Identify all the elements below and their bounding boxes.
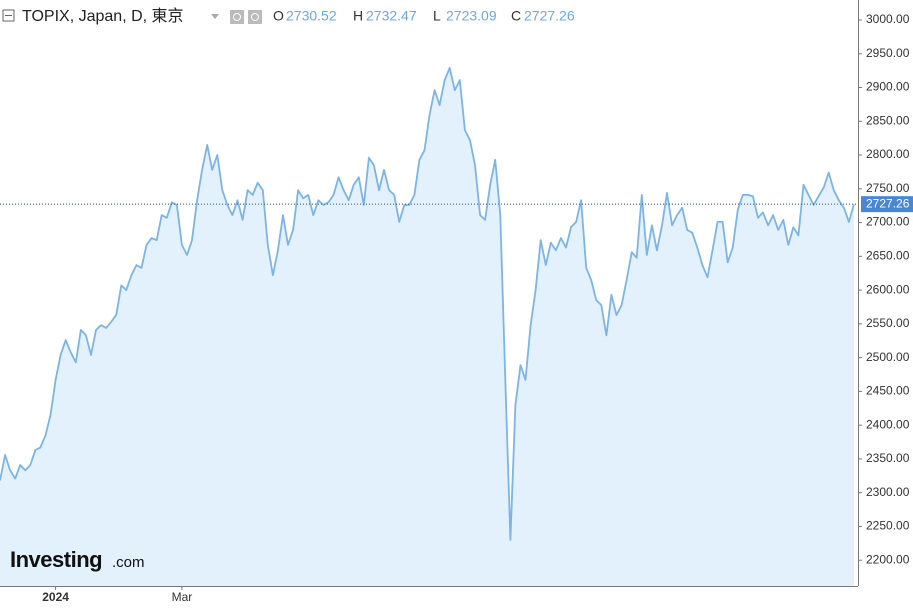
y-tick-label: 2750.00 xyxy=(866,181,910,195)
gear-icon-glyph xyxy=(251,13,259,21)
ohlc-key: H xyxy=(353,8,363,24)
watermark-suffix: .com xyxy=(112,554,145,571)
y-tick-label: 2950.00 xyxy=(866,46,910,60)
y-tick-label: 2250.00 xyxy=(866,519,910,533)
y-tick-label: 2350.00 xyxy=(866,451,910,465)
y-tick-label: 2700.00 xyxy=(866,215,910,229)
ohlc-value: 2723.09 xyxy=(446,8,497,24)
ohlc-key: L xyxy=(433,8,441,24)
ohlc-value: 2727.26 xyxy=(524,8,575,24)
area-fill xyxy=(0,67,854,586)
y-tick-label: 2850.00 xyxy=(866,113,910,127)
dropdown-arrow[interactable] xyxy=(211,14,219,19)
x-tick-label: Mar xyxy=(172,590,193,604)
y-tick-label: 2800.00 xyxy=(866,147,910,161)
y-tick-label: 2200.00 xyxy=(866,552,910,566)
x-tick-label: 2024 xyxy=(42,590,69,604)
ohlc-key: O xyxy=(273,8,284,24)
gear-icon[interactable] xyxy=(248,10,262,24)
y-tick-label: 2450.00 xyxy=(866,384,910,398)
y-tick-label: 2600.00 xyxy=(866,282,910,296)
watermark-logo: Investing xyxy=(10,547,102,572)
y-tick-label: 3000.00 xyxy=(866,12,910,26)
settings-icon[interactable] xyxy=(230,10,244,24)
y-tick-label: 2400.00 xyxy=(866,417,910,431)
ohlc-value: 2730.52 xyxy=(286,8,337,24)
last-price-label: 2727.26 xyxy=(866,196,910,210)
price-line xyxy=(0,67,855,541)
y-tick-label: 2550.00 xyxy=(866,316,910,330)
ohlc-value: 2732.47 xyxy=(366,8,417,24)
y-tick-label: 2650.00 xyxy=(866,249,910,263)
y-tick-label: 2900.00 xyxy=(866,80,910,94)
y-tick-label: 2300.00 xyxy=(866,485,910,499)
ohlc-legend: O 2730.52 H 2732.47 L 2723.09 C 2727.26 xyxy=(273,8,575,24)
ohlc-key: C xyxy=(511,8,521,24)
collapse-icon[interactable] xyxy=(2,9,15,22)
y-tick-label: 2500.00 xyxy=(866,350,910,364)
chart-title: TOPIX, Japan, D, 東京 xyxy=(22,7,184,25)
settings-icon-glyph xyxy=(233,13,241,21)
last-price-tag xyxy=(861,196,913,213)
plot-area xyxy=(0,67,855,586)
